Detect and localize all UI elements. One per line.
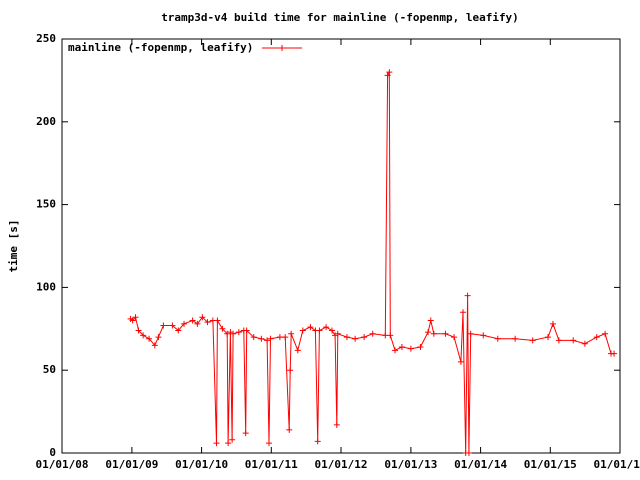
x-tick-label: 01/01/15	[524, 458, 577, 471]
point	[250, 334, 257, 341]
point	[204, 319, 211, 326]
point	[258, 335, 265, 342]
point	[387, 332, 394, 339]
point	[213, 440, 220, 447]
point	[460, 309, 467, 316]
point	[314, 438, 321, 445]
point	[199, 314, 206, 321]
point	[276, 334, 283, 341]
point	[294, 347, 301, 354]
point	[333, 421, 340, 428]
point	[160, 322, 167, 329]
y-tick-label: 250	[36, 32, 56, 45]
point	[282, 334, 289, 341]
point	[464, 292, 471, 299]
point	[602, 330, 609, 337]
x-tick-label: 01/01/11	[245, 458, 298, 471]
point	[287, 367, 294, 374]
point	[457, 358, 464, 365]
point	[189, 317, 196, 324]
point	[299, 327, 306, 334]
point	[214, 317, 221, 324]
point	[266, 440, 273, 447]
point	[151, 342, 158, 349]
point	[465, 450, 472, 456]
point	[555, 337, 562, 344]
point	[307, 324, 314, 331]
point	[224, 330, 231, 337]
point	[581, 340, 588, 347]
point	[384, 72, 391, 79]
point	[267, 335, 274, 342]
point	[135, 327, 142, 334]
point	[392, 347, 399, 354]
y-tick-label: 100	[36, 280, 56, 293]
point	[570, 337, 577, 344]
point	[129, 317, 136, 324]
x-tick-label: 01/01/13	[384, 458, 437, 471]
y-tick-label: 150	[36, 198, 56, 211]
point	[529, 337, 536, 344]
point	[286, 426, 293, 433]
point	[264, 337, 271, 344]
point	[229, 436, 236, 443]
y-tick-label: 0	[49, 446, 56, 459]
point	[155, 334, 162, 341]
x-tick-label: 01/01/12	[315, 458, 368, 471]
point	[407, 345, 414, 352]
x-tick-label: 01/01/16	[594, 458, 640, 471]
point	[132, 314, 139, 321]
point	[398, 344, 405, 351]
point	[611, 350, 618, 357]
point	[230, 330, 237, 337]
y-tick-label: 200	[36, 115, 56, 128]
point	[323, 324, 330, 331]
point	[593, 334, 600, 341]
point	[329, 327, 336, 334]
point	[545, 334, 552, 341]
legend-swatch	[262, 45, 302, 51]
x-tick-label: 01/01/08	[36, 458, 89, 471]
point	[334, 330, 341, 337]
x-tick-label: 01/01/10	[175, 458, 228, 471]
point	[194, 320, 201, 327]
point	[352, 335, 359, 342]
point	[427, 317, 434, 324]
point	[175, 327, 182, 334]
point	[181, 320, 188, 327]
point	[549, 320, 556, 327]
series-line	[130, 71, 615, 454]
x-tick-label: 01/01/14	[454, 458, 507, 471]
point	[343, 334, 350, 341]
legend-label: mainline (-fopenmp, leafify)	[68, 41, 253, 54]
point	[235, 329, 242, 336]
point	[288, 330, 295, 337]
point	[361, 334, 368, 341]
point	[225, 440, 232, 447]
point	[243, 327, 250, 334]
point	[480, 332, 487, 339]
point	[467, 330, 474, 337]
point	[512, 335, 519, 342]
y-tick-label: 50	[43, 363, 56, 376]
point	[451, 334, 458, 341]
point	[430, 330, 437, 337]
point	[442, 330, 449, 337]
y-axis-label: time [s]	[7, 220, 20, 273]
chart-title: tramp3d-v4 build time for mainline (-fop…	[161, 11, 519, 24]
point	[219, 325, 226, 332]
point	[140, 332, 147, 339]
point	[369, 330, 376, 337]
point	[417, 344, 424, 351]
point	[386, 69, 393, 76]
point	[316, 327, 323, 334]
point	[494, 335, 501, 342]
point	[242, 430, 249, 437]
x-tick-label: 01/01/09	[105, 458, 158, 471]
point	[425, 329, 432, 336]
point	[146, 335, 153, 342]
point	[169, 322, 176, 329]
